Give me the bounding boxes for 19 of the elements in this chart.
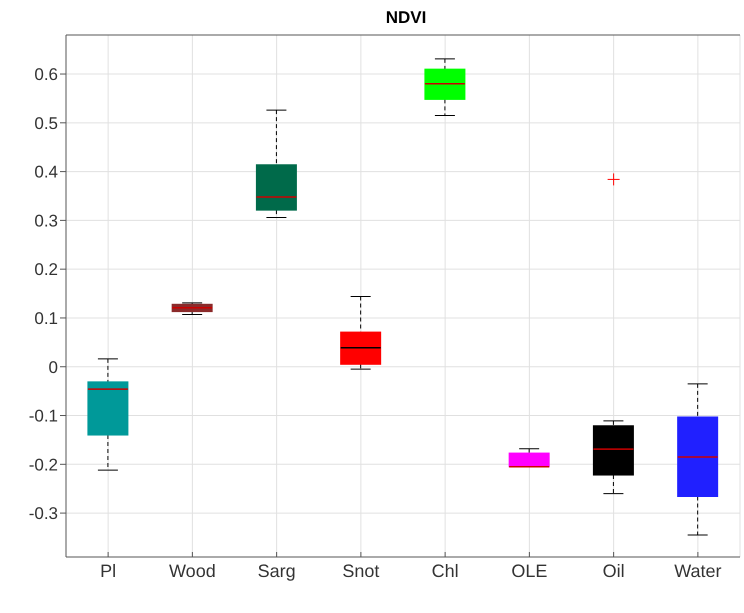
y-tick-label: 0.6 <box>34 65 58 84</box>
y-tick-label: 0.4 <box>34 162 58 182</box>
y-tick-label: -0.1 <box>28 406 58 426</box>
y-tick-label: 0 <box>48 358 58 377</box>
x-tick-label: Sarg <box>258 560 296 581</box>
x-tick-label: Chl <box>432 560 459 581</box>
x-tick-label: Snot <box>342 560 380 581</box>
x-tick-label: Wood <box>169 560 216 581</box>
chart-title: NDVI <box>384 8 428 29</box>
x-tick-label: Oil <box>602 560 625 581</box>
y-tick-label: -0.3 <box>28 504 58 524</box>
y-tick-label: -0.2 <box>28 455 58 474</box>
y-tick-label: 0.1 <box>34 308 58 328</box>
y-tick-label: 0.3 <box>34 211 58 230</box>
y-tick-label: 0.5 <box>34 114 58 133</box>
x-tick-label: OLE <box>511 560 548 581</box>
x-tick-label: Water <box>674 560 722 581</box>
x-tick-label: Pl <box>100 560 116 581</box>
y-tick-label: 0.2 <box>34 260 58 280</box>
